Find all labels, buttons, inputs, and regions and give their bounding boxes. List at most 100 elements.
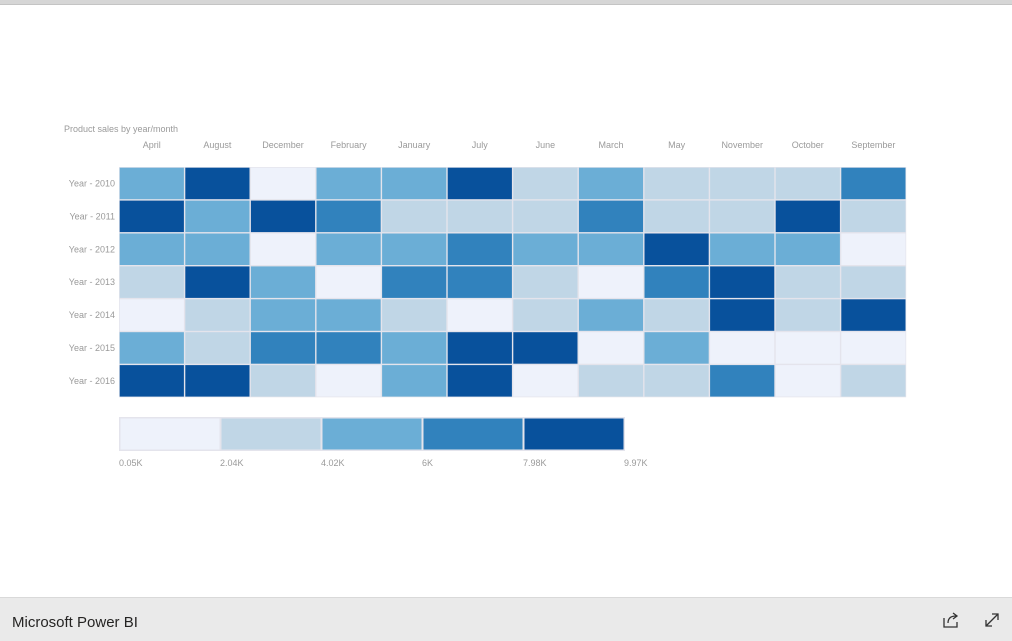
heatmap-cell[interactable] [513,167,578,200]
heatmap-cell[interactable] [644,167,709,200]
heatmap-cell[interactable] [644,299,709,331]
heatmap-cell[interactable] [382,332,447,364]
heatmap-cell[interactable] [513,266,578,298]
heatmap-cell[interactable] [250,365,316,397]
heatmap-cell[interactable] [513,365,578,397]
heatmap-cell[interactable] [578,200,644,233]
heatmap-cell[interactable] [447,266,512,298]
legend-tick-label: 0.05K [119,458,143,468]
heatmap-cell[interactable] [578,266,644,298]
heatmap-cell[interactable] [710,365,775,397]
heatmap-cell[interactable] [316,332,381,364]
heatmap-cell[interactable] [841,365,906,397]
heatmap-cell[interactable] [119,299,184,331]
heatmap-cell[interactable] [382,266,447,298]
heatmap-cell[interactable] [775,332,840,364]
heatmap-cell[interactable] [775,299,840,331]
heatmap-cell[interactable] [644,365,709,397]
column-label: June [536,140,556,150]
report-canvas: Product sales by year/month April August D… [0,5,1012,597]
heatmap-cell[interactable] [119,266,184,298]
row-label: Year - 2016 [69,376,115,386]
legend-swatch [120,418,220,450]
heatmap-cell[interactable] [382,200,447,233]
heatmap-cell[interactable] [185,332,250,364]
heatmap-cell[interactable] [447,233,512,266]
heatmap-cell[interactable] [513,233,578,266]
heatmap-cell[interactable] [185,233,250,266]
heatmap-cell[interactable] [447,200,512,233]
heatmap-cell[interactable] [710,266,775,298]
heatmap-cell[interactable] [578,332,644,364]
heatmap-cell[interactable] [119,233,184,266]
heatmap-cell[interactable] [185,299,250,331]
heatmap-cell[interactable] [710,233,775,266]
heatmap-cell[interactable] [447,299,512,331]
heatmap-cell[interactable] [119,200,184,233]
heatmap-cell[interactable] [513,332,578,364]
heatmap-cell[interactable] [185,200,250,233]
heatmap-cell[interactable] [578,167,644,200]
heatmap-cell[interactable] [710,299,775,331]
heatmap-cell[interactable] [841,266,906,298]
heatmap-cell[interactable] [775,365,840,397]
heatmap-cell[interactable] [710,167,775,200]
heatmap-cell[interactable] [841,332,906,364]
heatmap-cell[interactable] [644,266,709,298]
heatmap-cell[interactable] [185,365,250,397]
heatmap-cell[interactable] [513,299,578,331]
heatmap-cell[interactable] [775,233,840,266]
heatmap-cell[interactable] [382,167,447,200]
heatmap-cell[interactable] [250,167,316,200]
row-label: Year - 2013 [69,277,115,287]
heatmap-cell[interactable] [841,233,906,266]
heatmap-cell[interactable] [710,200,775,233]
heatmap-cell[interactable] [382,299,447,331]
heatmap-cell[interactable] [578,299,644,331]
heatmap-cell[interactable] [447,365,512,397]
column-label: July [472,140,489,150]
heatmap-cell[interactable] [775,200,840,233]
heatmap-cell[interactable] [513,200,578,233]
column-label: January [398,140,431,150]
heatmap-cell[interactable] [316,266,381,298]
heatmap-cell[interactable] [447,332,512,364]
column-label: August [203,140,232,150]
heatmap-cell[interactable] [119,365,184,397]
heatmap-cell[interactable] [316,299,381,331]
heatmap-cell[interactable] [250,299,316,331]
heatmap-cell[interactable] [119,332,184,364]
heatmap-cell[interactable] [841,299,906,331]
heatmap-cell[interactable] [382,233,447,266]
heatmap-cell[interactable] [644,200,709,233]
color-legend: 0.05K 2.04K 4.02K 6K 7.98K 9.97K [119,417,648,468]
heatmap-cell[interactable] [119,167,184,200]
heatmap-cell[interactable] [841,200,906,233]
heatmap-cell[interactable] [185,167,250,200]
heatmap-cell[interactable] [710,332,775,364]
heatmap-cell[interactable] [250,332,316,364]
heatmap-cell[interactable] [250,266,316,298]
heatmap-cell[interactable] [316,200,381,233]
legend-tick-label: 9.97K [624,458,648,468]
share-icon [943,612,959,628]
heatmap-cell[interactable] [841,167,906,200]
heatmap-cell[interactable] [578,365,644,397]
heatmap-cell[interactable] [775,167,840,200]
row-label: Year - 2011 [69,211,115,221]
heatmap-cell[interactable] [382,365,447,397]
heatmap-cell[interactable] [644,233,709,266]
heatmap-cell[interactable] [316,233,381,266]
heatmap-cell[interactable] [316,167,381,200]
heatmap-cell[interactable] [185,266,250,298]
heatmap-cell[interactable] [447,167,512,200]
heatmap-cell[interactable] [775,266,840,298]
share-button[interactable] [942,611,960,629]
heatmap-cell[interactable] [250,233,316,266]
heatmap-cell[interactable] [578,233,644,266]
heatmap-cell[interactable] [316,365,381,397]
heatmap-background [119,167,907,398]
heatmap-cell[interactable] [644,332,709,364]
heatmap-cell[interactable] [250,200,316,233]
fullscreen-button[interactable] [983,611,1001,629]
